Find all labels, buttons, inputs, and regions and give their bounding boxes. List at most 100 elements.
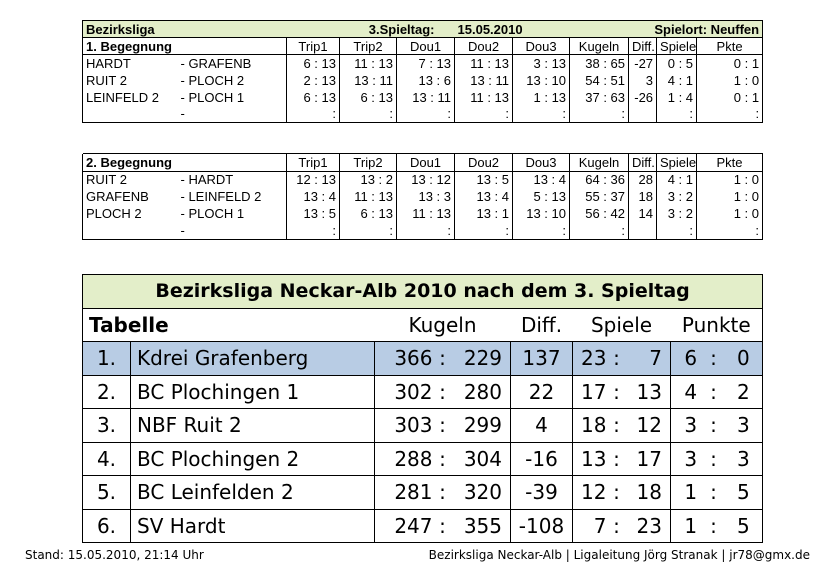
col-header-kugeln: Kugeln xyxy=(569,154,629,172)
kugeln-against: 299 xyxy=(450,408,511,443)
col-header-trip1: Trip1 xyxy=(286,154,340,172)
punkte-minus: 5 xyxy=(722,508,764,543)
col-header-trip2: Trip2 xyxy=(339,37,397,55)
separator: : xyxy=(608,475,625,510)
table-row: -:::::::: xyxy=(82,105,764,123)
rank: 2. xyxy=(82,374,131,409)
score-trip1: : xyxy=(286,105,340,123)
match-body: 1. Begegnung Trip1 Trip2 Dou1 Dou2 Dou3 Kugeln… xyxy=(82,37,764,123)
punkte-plus: 4 xyxy=(670,374,705,409)
score-kugeln: 55 : 37 xyxy=(569,188,629,205)
col-punkte: Punkte xyxy=(670,308,764,342)
separator: : xyxy=(434,508,451,543)
score-dou2: : xyxy=(454,222,513,240)
score-spiele: 4 : 1 xyxy=(656,71,697,89)
score-diff: 28 xyxy=(628,171,657,188)
score-trip2: : xyxy=(339,222,397,240)
team-name: BC Plochingen 2 xyxy=(130,441,375,476)
score-trip1: 2 : 13 xyxy=(286,71,340,89)
standings-row: 2. BC Plochingen 1 302:280 22 17:13 4:2 xyxy=(82,374,764,409)
score-kugeln: 37 : 63 xyxy=(569,88,629,106)
score-trip1: 13 : 5 xyxy=(286,205,340,222)
separator: : xyxy=(434,441,451,476)
spiele-lost: 18 xyxy=(624,475,671,510)
away-team: - PLOCH 1 xyxy=(180,206,245,221)
team-name: BC Plochingen 1 xyxy=(130,374,375,409)
home-team: GRAFENB xyxy=(82,188,178,205)
diff-value: -16 xyxy=(510,441,573,476)
col-header-diff: Diff. xyxy=(628,154,657,172)
separator: : xyxy=(704,475,723,510)
col-header-dou3: Dou3 xyxy=(512,37,570,55)
col-header-kugeln: Kugeln xyxy=(569,37,629,55)
score-diff: 14 xyxy=(628,205,657,222)
spiele-lost: 12 xyxy=(624,408,671,443)
separator: : xyxy=(608,441,625,476)
standings-row: 5. BC Leinfelden 2 281:320 -39 12:18 1:5 xyxy=(82,475,764,510)
score-dou1: : xyxy=(396,222,455,240)
score-dou3: : xyxy=(512,105,570,123)
score-dou2: 13 : 5 xyxy=(454,171,513,188)
col-header-dou2: Dou2 xyxy=(454,37,513,55)
table-row: GRAFENB - LEINFELD 2 13 : 4 11 : 13 13 : 3 13… xyxy=(82,188,763,205)
score-trip1: : xyxy=(286,222,340,240)
score-diff xyxy=(628,105,657,123)
spiele-won: 7 xyxy=(572,508,609,543)
score-pkte: : xyxy=(696,105,764,123)
spiele-lost: 23 xyxy=(624,508,671,543)
score-kugeln: : xyxy=(569,105,629,123)
home-team: RUIT 2 xyxy=(82,71,178,89)
score-diff: 18 xyxy=(628,188,657,205)
punkte-minus: 2 xyxy=(722,374,764,409)
kugeln-for: 366 xyxy=(374,341,435,376)
col-spiele: Spiele xyxy=(572,308,671,342)
standings-row: 6. SV Hardt 247:355 -108 7:23 1:5 xyxy=(82,508,764,543)
score-dou3: 13 : 4 xyxy=(512,171,570,188)
separator: : xyxy=(434,341,451,376)
score-kugeln: 64 : 36 xyxy=(569,171,629,188)
rank: 3. xyxy=(82,408,131,443)
separator: : xyxy=(608,341,625,376)
score-diff: -27 xyxy=(628,54,657,72)
team-name: SV Hardt xyxy=(130,508,375,543)
standings-table: Bezirksliga Neckar-Alb 2010 nach dem 3. … xyxy=(81,274,764,543)
kugeln-against: 280 xyxy=(450,374,511,409)
footer-timestamp: Stand: 15.05.2010, 21:14 Uhr xyxy=(25,548,204,562)
score-dou2: : xyxy=(454,105,513,123)
punkte-minus: 0 xyxy=(722,341,764,376)
score-spiele: 0 : 5 xyxy=(656,54,697,72)
away-team: - LEINFELD 2 xyxy=(180,189,262,204)
away-team: - PLOCH 2 xyxy=(180,72,245,88)
score-dou3: 5 : 13 xyxy=(512,188,570,205)
score-trip1: 6 : 13 xyxy=(286,54,340,72)
kugeln-for: 302 xyxy=(374,374,435,409)
score-dou2: 13 : 4 xyxy=(454,188,513,205)
punkte-plus: 6 xyxy=(670,341,705,376)
separator: : xyxy=(704,408,723,443)
spiele-won: 17 xyxy=(572,374,609,409)
score-trip2: 6 : 13 xyxy=(339,205,397,222)
away-team: - GRAFENB xyxy=(180,55,252,71)
match-date: 15.05.2010 xyxy=(454,20,570,38)
home-team: PLOCH 2 xyxy=(82,205,178,222)
col-header-diff: Diff. xyxy=(628,37,657,55)
separator: : xyxy=(608,508,625,543)
score-trip2: 11 : 13 xyxy=(339,188,397,205)
score-trip2: 6 : 13 xyxy=(339,88,397,106)
punkte-plus: 3 xyxy=(670,408,705,443)
punkte-plus: 1 xyxy=(670,475,705,510)
score-spiele: 4 : 1 xyxy=(656,171,697,188)
home-team: LEINFELD 2 xyxy=(82,88,178,106)
separator: : xyxy=(434,475,451,510)
score-dou3: 13 : 10 xyxy=(512,71,570,89)
score-dou3: 13 : 10 xyxy=(512,205,570,222)
score-trip2: 13 : 2 xyxy=(339,171,397,188)
matchday-label: 3.Spieltag: xyxy=(286,20,455,38)
col-header-dou1: Dou1 xyxy=(396,154,455,172)
score-dou1: : xyxy=(395,105,455,123)
score-dou1: 13 : 3 xyxy=(396,188,455,205)
spiele-won: 23 xyxy=(572,341,609,376)
